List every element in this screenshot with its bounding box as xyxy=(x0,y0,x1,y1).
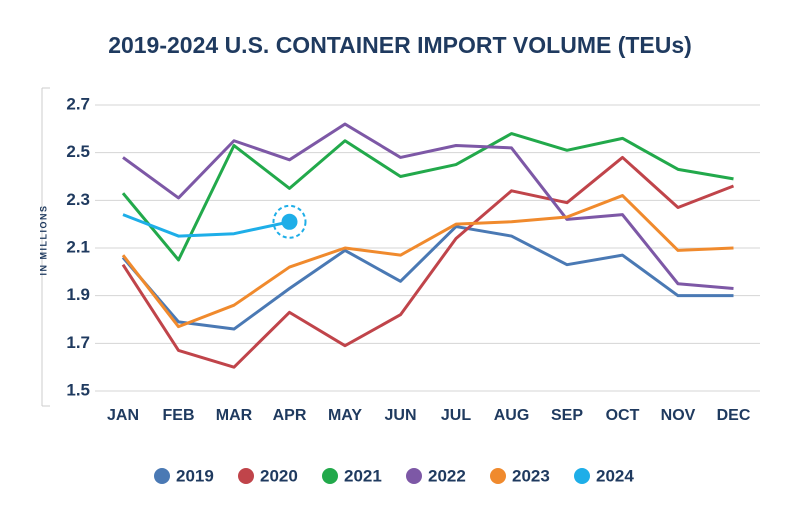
legend-swatch xyxy=(574,468,590,484)
series-line xyxy=(121,225,734,331)
chart-title: 2019-2024 U.S. CONTAINER IMPORT VOLUME (… xyxy=(108,32,692,58)
y-axis-label: IN MILLIONS xyxy=(38,205,48,276)
series-line xyxy=(121,132,734,262)
legend-label: 2021 xyxy=(344,466,382,485)
legend-label: 2024 xyxy=(596,466,634,485)
x-tick-label: JUN xyxy=(384,407,416,424)
legend-label: 2022 xyxy=(428,466,466,485)
series-line xyxy=(121,155,735,369)
y-tick-label: 2.5 xyxy=(66,142,90,161)
legend-swatch xyxy=(154,468,170,484)
highlight-point xyxy=(281,213,298,230)
y-tick-label: 2.3 xyxy=(66,190,90,209)
series-line xyxy=(122,213,290,238)
legend-swatch xyxy=(406,468,422,484)
x-tick-label: NOV xyxy=(661,407,696,424)
legend-label: 2019 xyxy=(176,466,214,485)
x-tick-label: MAR xyxy=(216,407,253,424)
series-line xyxy=(121,194,734,329)
y-tick-label: 1.7 xyxy=(66,333,90,352)
x-tick-label: OCT xyxy=(606,407,640,424)
highlight-ring xyxy=(272,204,307,239)
y-tick-label: 1.5 xyxy=(66,380,90,399)
legend-swatch xyxy=(238,468,254,484)
x-tick-label: MAY xyxy=(328,407,362,424)
y-tick-label: 2.7 xyxy=(66,94,90,113)
x-tick-label: FEB xyxy=(163,407,195,424)
series-line xyxy=(122,122,734,291)
y-tick-label: 2.1 xyxy=(66,237,90,256)
legend-label: 2020 xyxy=(260,466,298,485)
x-tick-label: AUG xyxy=(494,407,530,424)
x-tick-label: SEP xyxy=(551,407,583,424)
x-tick-label: JAN xyxy=(107,407,139,424)
legend-label: 2023 xyxy=(512,466,550,485)
x-tick-label: JUL xyxy=(441,407,471,424)
legend-swatch xyxy=(490,468,506,484)
x-tick-label: DEC xyxy=(717,407,751,424)
x-tick-label: APR xyxy=(273,407,307,424)
legend-swatch xyxy=(322,468,338,484)
y-tick-label: 1.9 xyxy=(66,285,90,304)
